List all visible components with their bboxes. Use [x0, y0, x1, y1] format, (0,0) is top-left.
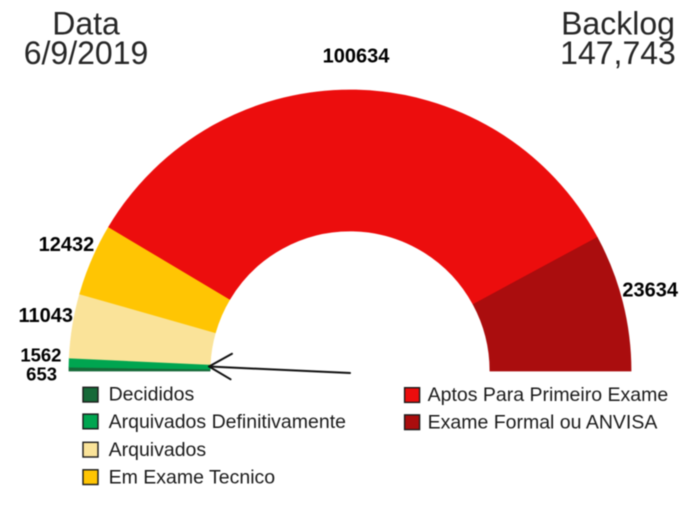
- svg-text:11043: 11043: [19, 305, 74, 327]
- svg-text:147,743: 147,743: [560, 35, 676, 71]
- svg-text:653: 653: [26, 364, 57, 385]
- svg-text:1562: 1562: [20, 345, 61, 366]
- svg-text:Backlog: Backlog: [561, 6, 675, 42]
- svg-text:6/9/2019: 6/9/2019: [24, 35, 149, 71]
- svg-text:Arquivados: Arquivados: [109, 439, 207, 461]
- svg-text:100634: 100634: [323, 46, 391, 68]
- svg-text:Em Exame Tecnico: Em Exame Tecnico: [109, 467, 276, 489]
- svg-text:Aptos Para Primeiro Exame: Aptos Para Primeiro Exame: [428, 384, 669, 406]
- svg-text:23634: 23634: [622, 279, 678, 301]
- svg-text:Exame Formal ou ANVISA: Exame Formal ou ANVISA: [428, 411, 658, 433]
- svg-text:12432: 12432: [39, 234, 95, 256]
- svg-text:Data: Data: [52, 6, 120, 42]
- svg-text:Arquivados Definitivamente: Arquivados Definitivamente: [109, 411, 346, 433]
- svg-text:Decididos: Decididos: [109, 384, 195, 406]
